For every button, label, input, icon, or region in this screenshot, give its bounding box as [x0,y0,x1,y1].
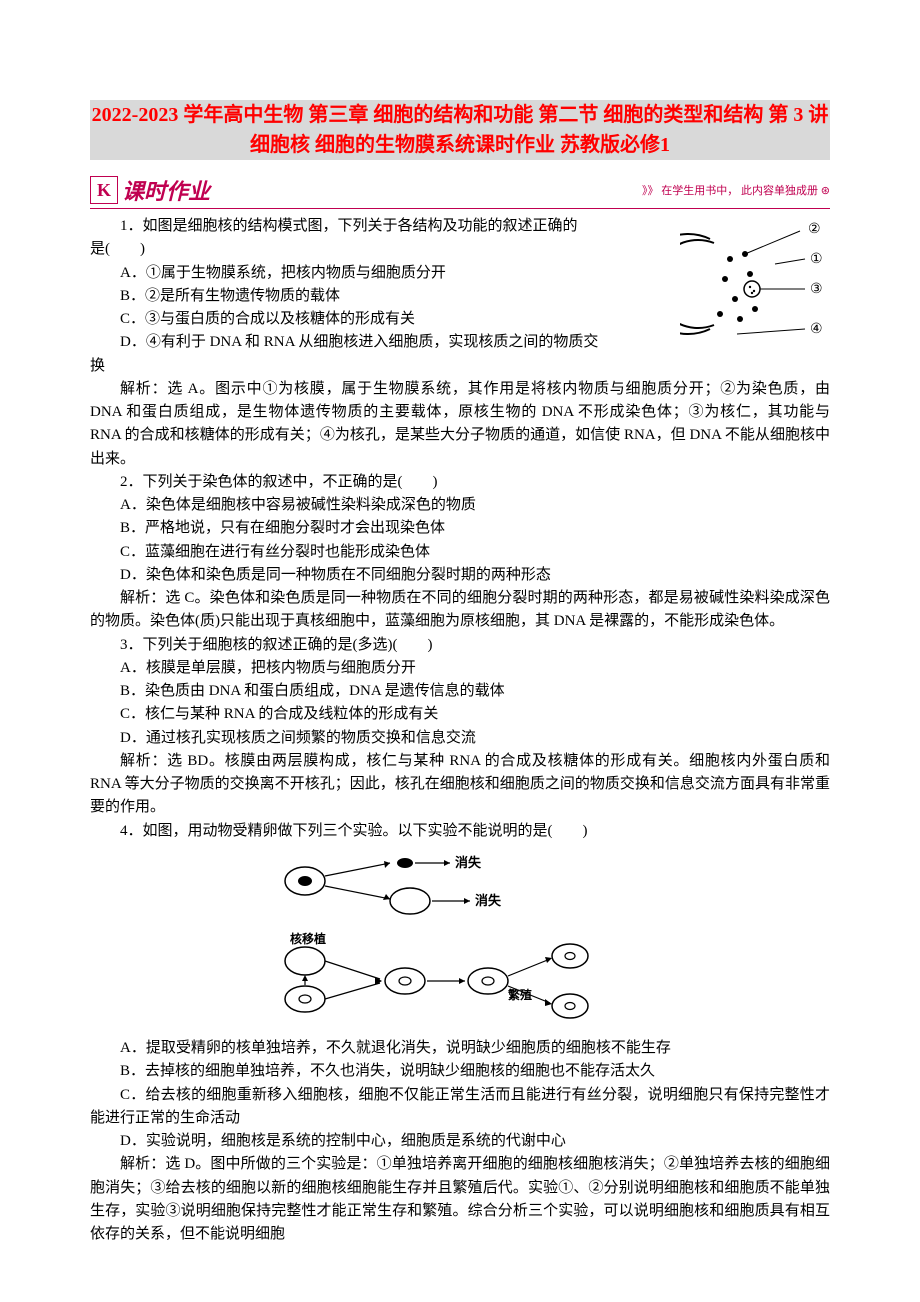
label-3: ③ [810,282,823,297]
page-title: 2022-2023 学年高中生物 第三章 细胞的结构和功能 第二节 细胞的类型和… [90,100,830,160]
q2-opt-b: B．严格地说，只有在细胞分裂时才会出现染色体 [90,517,830,540]
q1-opt-d2: 换 [90,355,830,378]
q4-stem: 4．如图，用动物受精卵做下列三个实验。以下实验不能说明的是( ) [90,820,830,843]
section-header: K 课时作业 》》 在学生用书中， 此内容单独成册 ⊛ [90,174,830,209]
q3-stem: 3．下列关于细胞核的叙述正确的是(多选)( ) [90,634,830,657]
logo-k-icon: K [90,176,118,204]
q4-opt-c: C．给去核的细胞重新移入细胞核，细胞不仅能正常生活而且能进行有丝分裂，说明细胞只… [90,1084,830,1131]
q3-opt-a: A．核膜是单层膜，把核内物质与细胞质分开 [90,657,830,680]
experiment-diagram-icon: 消失 消失 核移植 [270,851,650,1021]
logo-text: 课时作业 [122,174,210,206]
q1-explain: 解析：选 A。图示中①为核膜，属于生物膜系统，其作用是将核内物质与细胞质分开；②… [90,378,830,471]
header-note: 》》 在学生用书中， 此内容单独成册 ⊛ [642,182,830,198]
q4-explain: 解析：选 D。图中所做的三个实验是：①单独培养离开细胞的细胞核细胞核消失；②单独… [90,1153,830,1246]
experiment-figure: 消失 消失 核移植 [90,851,830,1029]
label-1: ① [810,252,823,267]
label-disappear-1: 消失 [455,855,482,870]
q2-opt-d: D．染色体和染色质是同一种物质在不同细胞分裂时期的两种形态 [90,564,830,587]
label-4: ④ [810,322,823,337]
q4-opt-d: D．实验说明，细胞核是系统的控制中心，细胞质是系统的代谢中心 [90,1130,830,1153]
q4-opt-a: A．提取受精卵的核单独培养，不久就退化消失，说明缺少细胞质的细胞核不能生存 [90,1037,830,1060]
q3-opt-b: B．染色质由 DNA 和蛋白质组成，DNA 是遗传信息的载体 [90,680,830,703]
label-2: ② [808,222,821,237]
q4-opt-b: B．去掉核的细胞单独培养，不久也消失，说明缺少细胞核的细胞也不能存活太久 [90,1060,830,1083]
nucleus-diagram-icon: ② ① ③ ④ [680,219,830,349]
nucleus-figure: ② ① ③ ④ [680,219,830,357]
label-disappear-2: 消失 [475,893,502,908]
q2-opt-c: C．蓝藻细胞在进行有丝分裂时也能形成染色体 [90,541,830,564]
label-transplant: 核移植 [290,931,326,946]
q2-stem: 2．下列关于染色体的叙述中，不正确的是( ) [90,471,830,494]
q2-explain: 解析：选 C。染色体和染色质是同一种物质在不同的细胞分裂时期的两种形态，都是易被… [90,587,830,634]
content-body: ② ① ③ ④ 1．如图是细胞核的结构模式图，下列关于各结构及功能的叙述正确的 … [90,215,830,1246]
q3-explain: 解析：选 BD。核膜由两层膜构成，核仁与某种 RNA 的合成及核糖体的形成有关。… [90,750,830,820]
q2-opt-a: A．染色体是细胞核中容易被碱性染料染成深色的物质 [90,494,830,517]
q3-opt-c: C．核仁与某种 RNA 的合成及线粒体的形成有关 [90,703,830,726]
header-logo: K 课时作业 [90,174,210,206]
q3-opt-d: D．通过核孔实现核质之间频繁的物质交换和信息交流 [90,727,830,750]
